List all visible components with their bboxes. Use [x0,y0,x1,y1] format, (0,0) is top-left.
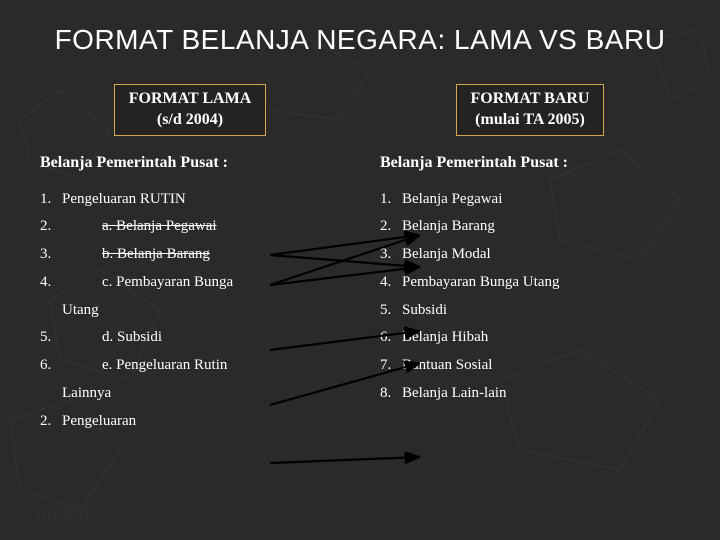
right-list: 1.Belanja Pegawai2.Belanja Barang3.Belan… [380,186,680,408]
right-header-line2: (mulai TA 2005) [471,110,590,131]
list-text: Pengeluaran RUTIN [62,186,186,214]
list-text: Pembayaran Bunga Utang [402,269,559,297]
right-header-line1: FORMAT BARU [471,89,590,110]
columns: FORMAT LAMA (s/d 2004) Belanja Pemerinta… [40,84,680,435]
list-item: 4.c. Pembayaran Bunga [40,269,340,297]
list-text: Belanja Barang [402,213,495,241]
slide-title: FORMAT BELANJA NEGARA: LAMA VS BARU [40,24,680,56]
list-item: 7.Bantuan Sosial [380,352,680,380]
right-column: FORMAT BARU (mulai TA 2005) Belanja Peme… [380,84,680,435]
list-text: a. Belanja Pegawai [62,213,217,241]
list-item: 4.Pembayaran Bunga Utang [380,269,680,297]
list-number: 3. [40,241,62,269]
list-number: 4. [40,269,62,297]
list-item: 2.Belanja Barang [380,213,680,241]
list-number: 2. [40,408,62,436]
list-text: b. Belanja Barang [62,241,210,269]
list-item: 1.Belanja Pegawai [380,186,680,214]
list-number: 5. [380,297,402,325]
list-text: Bantuan Sosial [402,352,492,380]
list-item: 3.b. Belanja Barang [40,241,340,269]
list-number: 7. [380,352,402,380]
list-item: 8.Belanja Lain-lain [380,380,680,408]
slide-content: FORMAT BELANJA NEGARA: LAMA VS BARU FORM… [0,0,720,435]
left-header-line1: FORMAT LAMA [129,89,252,110]
left-column: FORMAT LAMA (s/d 2004) Belanja Pemerinta… [40,84,340,435]
list-text: Lainnya [62,380,111,408]
list-text: Pengeluaran [62,408,136,436]
list-number: 6. [40,352,62,380]
list-number: 1. [380,186,402,214]
list-text: d. Subsidi [62,324,162,352]
list-text: e. Pengeluaran Rutin [62,352,227,380]
list-number: 8. [380,380,402,408]
list-item: 6.Belanja Hibah [380,324,680,352]
left-header-line2: (s/d 2004) [129,110,252,131]
list-item: 6.e. Pengeluaran Rutin [40,352,340,380]
list-item: Lainnya [40,380,340,408]
list-number: 2. [380,213,402,241]
list-text: Belanja Pegawai [402,186,502,214]
list-item: 5.d. Subsidi [40,324,340,352]
list-number: 6. [380,324,402,352]
left-header-box: FORMAT LAMA (s/d 2004) [114,84,267,136]
list-item: Utang [40,297,340,325]
list-text: Subsidi [402,297,447,325]
list-text: Belanja Lain-lain [402,380,507,408]
right-header-box: FORMAT BARU (mulai TA 2005) [456,84,605,136]
svg-text:ngurip: ngurip [36,500,95,525]
list-number: 5. [40,324,62,352]
left-section-heading: Belanja Pemerintah Pusat : [40,154,340,172]
list-item: 2.Pengeluaran [40,408,340,436]
list-number: 1. [40,186,62,214]
list-text: Utang [62,297,99,325]
list-item: 2.a. Belanja Pegawai [40,213,340,241]
list-number: 2. [40,213,62,241]
list-item: 1.Pengeluaran RUTIN [40,186,340,214]
left-list: 1.Pengeluaran RUTIN2.a. Belanja Pegawai3… [40,186,340,436]
list-text: Belanja Modal [402,241,491,269]
list-text: c. Pembayaran Bunga [62,269,233,297]
list-item: 5.Subsidi [380,297,680,325]
list-text: Belanja Hibah [402,324,488,352]
list-number: 3. [380,241,402,269]
list-item: 3.Belanja Modal [380,241,680,269]
arrow-line [270,457,420,463]
list-number: 4. [380,269,402,297]
right-section-heading: Belanja Pemerintah Pusat : [380,154,680,172]
